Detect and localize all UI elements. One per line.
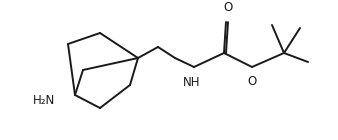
- Text: O: O: [223, 1, 233, 14]
- Text: H₂N: H₂N: [33, 94, 55, 107]
- Text: O: O: [247, 75, 257, 88]
- Text: NH: NH: [183, 76, 201, 89]
